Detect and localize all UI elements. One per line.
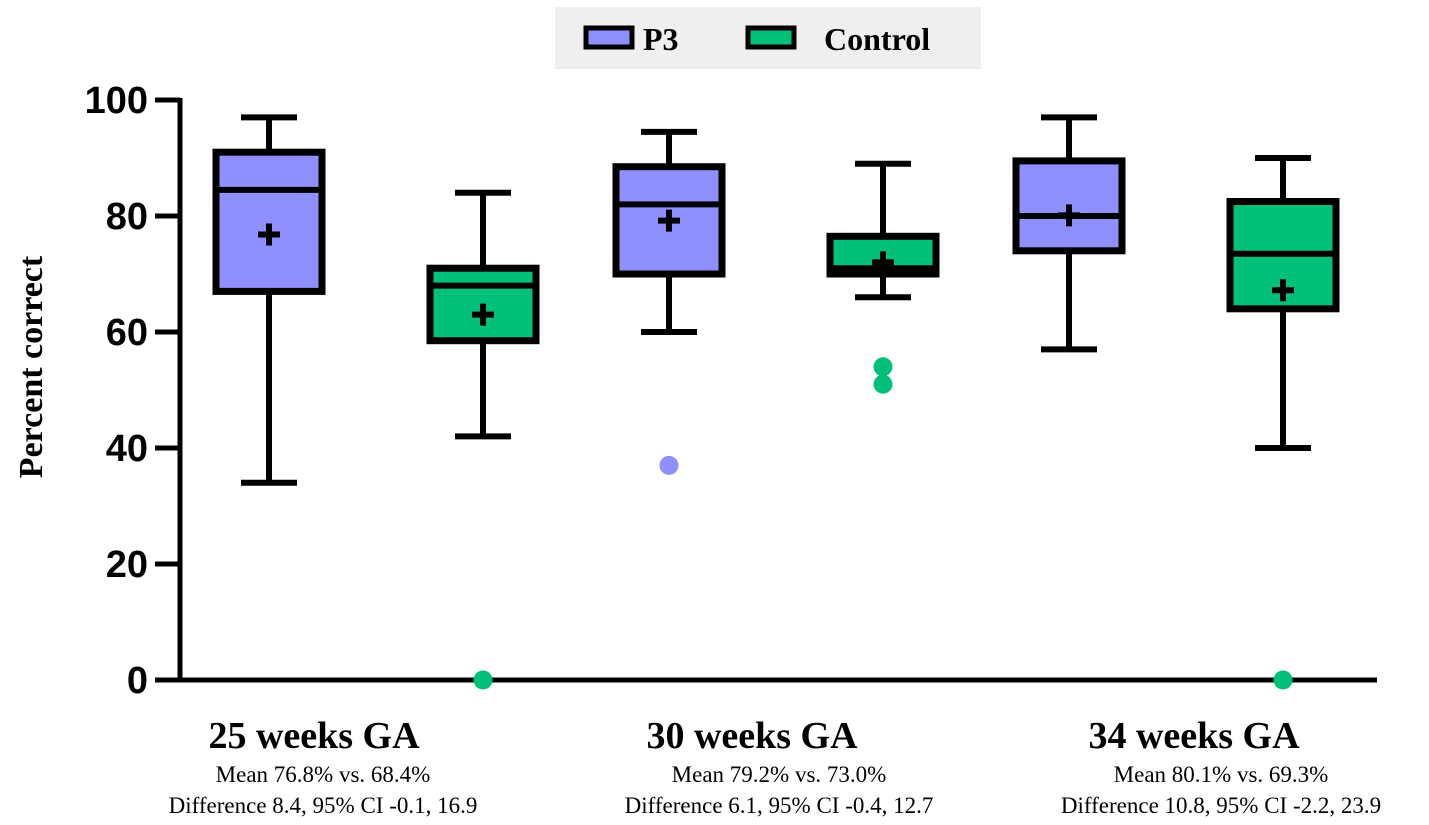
mean-marker xyxy=(658,209,680,232)
outlier-point xyxy=(659,455,679,475)
legend-label-p3: P3 xyxy=(643,21,679,57)
group-mean-note: Mean 80.1% vs. 69.3% xyxy=(1114,762,1329,787)
box-p3-group-2 xyxy=(612,128,726,475)
group-difference-note: Difference 6.1, 95% CI -0.4, 12.7 xyxy=(625,793,934,818)
outlier-point xyxy=(473,670,493,690)
legend: P3 Control xyxy=(555,7,981,69)
legend-label-control: Control xyxy=(824,21,930,57)
group-difference-note: Difference 8.4, 95% CI -0.1, 16.9 xyxy=(169,793,478,818)
y-tick-label: 20 xyxy=(106,544,148,586)
y-tick-label: 40 xyxy=(106,428,148,470)
boxes-layer xyxy=(212,114,1340,690)
mean-marker xyxy=(472,303,494,326)
group-mean-note: Mean 79.2% vs. 73.0% xyxy=(672,762,887,787)
y-tick-label: 80 xyxy=(106,196,148,238)
outlier-point xyxy=(1273,670,1293,690)
group-label: 25 weeks GA xyxy=(208,715,420,757)
mean-marker xyxy=(1058,204,1080,227)
box-p3-group-3 xyxy=(1012,114,1126,353)
legend-swatch-p3 xyxy=(583,25,635,50)
y-tick-label: 100 xyxy=(85,80,148,122)
y-tick-label: 60 xyxy=(106,312,148,354)
legend-swatch-control xyxy=(745,25,797,50)
mean-marker xyxy=(258,223,280,246)
mean-marker xyxy=(872,251,894,274)
group-label: 34 weeks GA xyxy=(1088,715,1300,757)
iqr-box xyxy=(212,148,326,295)
y-axis-label: Percent correct xyxy=(13,255,50,478)
mean-marker xyxy=(1272,279,1294,302)
box-control-group-3 xyxy=(1226,155,1340,690)
box-control-group-2 xyxy=(826,160,940,394)
group-difference-note: Difference 10.8, 95% CI -2.2, 23.9 xyxy=(1061,793,1381,818)
outlier-point xyxy=(873,357,893,377)
group-label: 30 weeks GA xyxy=(646,715,858,757)
y-tick-label: 0 xyxy=(127,660,148,702)
group-mean-note: Mean 76.8% vs. 68.4% xyxy=(216,762,431,787)
box-control-group-1 xyxy=(426,189,540,690)
group-labels: 25 weeks GA Mean 76.8% vs. 68.4% Differenc… xyxy=(169,715,1381,818)
y-axis: 0 20 40 60 80 100 xyxy=(85,80,183,702)
outlier-point xyxy=(873,374,893,394)
box-p3-group-1 xyxy=(212,114,326,486)
